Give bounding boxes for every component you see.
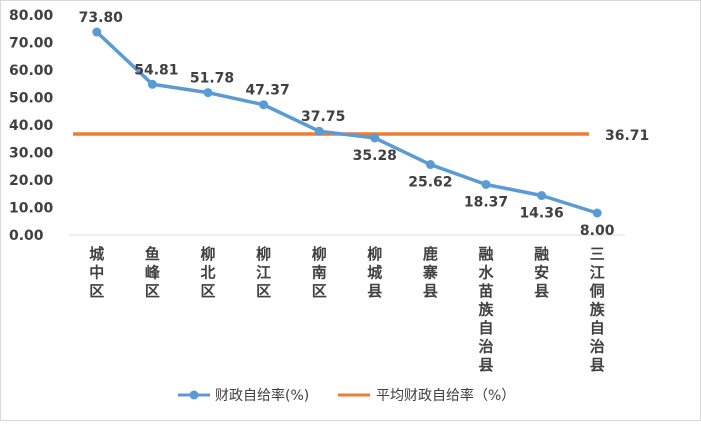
x-tick-char: 江 <box>590 264 605 282</box>
data-point-7 <box>481 179 491 189</box>
x-tick-label-2: 柳北区 <box>200 245 215 300</box>
data-label-4: 37.75 <box>301 109 345 125</box>
data-label-6: 25.62 <box>408 175 452 191</box>
data-point-6 <box>425 160 435 170</box>
x-tick-char: 苗 <box>478 282 493 300</box>
x-tick-char: 鱼 <box>145 245 160 263</box>
x-tick-char: 县 <box>367 282 382 300</box>
x-tick-label-8: 融安县 <box>534 245 549 300</box>
x-tick-char: 区 <box>145 282 160 300</box>
x-tick-char: 城 <box>367 264 382 282</box>
x-tick-label-4: 柳南区 <box>312 245 327 300</box>
data-point-5 <box>370 133 380 143</box>
data-point-1 <box>147 79 157 89</box>
x-tick-char: 侗 <box>589 282 605 300</box>
data-label-0: 73.80 <box>79 10 124 26</box>
x-tick-label-5: 柳城县 <box>367 245 382 300</box>
x-tick-label-3: 柳江区 <box>256 245 271 300</box>
x-tick-char: 安 <box>534 264 549 282</box>
x-tick-char: 峰 <box>145 264 161 282</box>
y-tick-label-1: 10.00 <box>9 201 54 217</box>
x-tick-char: 治 <box>478 338 493 356</box>
series-layer <box>73 27 602 218</box>
legend-label-ratio: 财政自给率(%) <box>215 387 309 404</box>
y-tick-label-3: 30.00 <box>9 146 54 162</box>
x-tick-char: 寨 <box>422 264 438 282</box>
x-tick-label-1: 鱼峰区 <box>145 245 161 300</box>
x-tick-char: 融 <box>478 245 493 263</box>
x-tick-char: 水 <box>478 264 494 282</box>
data-label-7: 18.37 <box>464 194 508 210</box>
legend-label-average: 平均财政自给率（%） <box>376 387 515 404</box>
x-tick-char: 族 <box>478 301 494 319</box>
y-tick-label-4: 40.00 <box>9 118 54 134</box>
x-tick-char: 南 <box>312 264 327 282</box>
data-label-3: 47.37 <box>245 83 289 99</box>
x-tick-char: 县 <box>423 282 438 300</box>
legend-item-ratio[interactable]: 财政自给率(%) <box>178 387 309 404</box>
x-tick-char: 县 <box>478 356 493 374</box>
data-labels: 36.71 73.80 54.81 51.78 47.37 37.75 35.28 25.62… <box>79 10 650 239</box>
data-point-0 <box>92 27 102 37</box>
x-tick-char: 区 <box>256 282 271 300</box>
x-tick-char: 自 <box>590 319 605 337</box>
series-line-ratio <box>95 30 598 215</box>
x-tick-char: 治 <box>590 338 605 356</box>
x-tick-char: 区 <box>200 282 215 300</box>
data-label-5: 35.28 <box>353 148 397 164</box>
x-tick-char: 柳 <box>367 245 382 263</box>
x-tick-char: 县 <box>534 282 549 300</box>
average-value-label: 36.71 <box>605 128 649 144</box>
data-label-1: 54.81 <box>134 62 178 78</box>
x-tick-char: 融 <box>534 245 549 263</box>
data-label-9: 8.00 <box>580 223 615 239</box>
x-tick-char: 北 <box>200 264 215 282</box>
legend: 财政自给率(%) 平均财政自给率（%） <box>178 387 515 404</box>
x-tick-label-6: 鹿寨县 <box>422 245 438 300</box>
x-tick-char: 柳 <box>200 245 215 263</box>
y-axis: 0.00 10.00 20.00 30.00 40.00 50.00 60.00 70.00 8… <box>9 8 54 244</box>
data-point-4 <box>314 126 324 136</box>
y-tick-label-6: 60.00 <box>9 63 54 79</box>
x-tick-char: 中 <box>89 264 104 282</box>
x-tick-char: 族 <box>590 301 606 319</box>
y-tick-label-0: 0.00 <box>9 228 44 244</box>
x-tick-char: 柳 <box>256 245 271 263</box>
x-tick-char: 江 <box>256 264 271 282</box>
x-tick-char: 鹿 <box>423 245 438 263</box>
data-point-3 <box>259 100 269 110</box>
data-point-9 <box>592 208 602 218</box>
legend-item-average[interactable]: 平均财政自给率（%） <box>338 387 515 404</box>
x-tick-char: 三 <box>590 245 605 263</box>
x-tick-char: 柳 <box>312 245 327 263</box>
x-tick-char: 区 <box>89 282 104 300</box>
y-tick-label-8: 80.00 <box>9 8 54 24</box>
x-tick-char: 县 <box>590 356 605 374</box>
x-tick-label-0: 城中区 <box>89 245 104 300</box>
data-label-2: 51.78 <box>190 71 234 87</box>
data-point-8 <box>537 191 547 201</box>
legend-marker-ratio <box>189 390 199 400</box>
data-label-8: 14.36 <box>519 206 563 222</box>
data-point-2 <box>203 88 213 98</box>
x-tick-char: 城 <box>89 245 104 263</box>
y-tick-label-5: 50.00 <box>9 91 54 107</box>
x-tick-char: 自 <box>478 319 493 337</box>
x-tick-char: 区 <box>312 282 327 300</box>
y-tick-label-2: 20.00 <box>9 173 54 189</box>
y-tick-label-7: 70.00 <box>9 36 54 52</box>
